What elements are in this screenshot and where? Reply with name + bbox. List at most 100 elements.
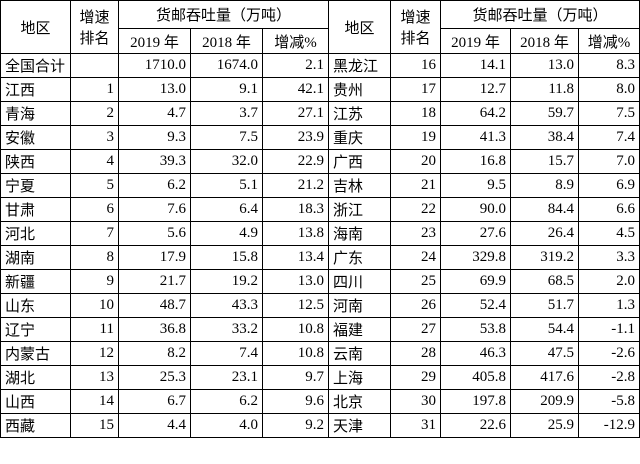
header-row: 地区 增速 排名 货邮吞吐量（万吨） 地区 增速 排名 货邮吞吐量（万吨） [0,0,640,54]
value: 54.4 [510,317,580,342]
header-year: 2019 年 [118,28,191,54]
value: 21.2 [261,173,330,198]
data-row: 全国合计 1710.0 1674.0 2.1 黑龙江 16 14.1 13.0 8.3 [0,53,640,78]
header-region: 地区 [328,0,392,54]
value: 27.1 [261,101,330,126]
header-rank-line: 增速 [400,10,431,26]
region: 广东 [328,245,392,270]
region: 江西 [0,77,71,102]
region: 海南 [328,221,392,246]
header-rank-line: 排名 [400,31,431,47]
data-row: 河北 7 5.6 4.9 13.8 海南 23 27.6 26.4 4.5 [0,221,640,246]
value: 6.9 [578,173,640,198]
value: 29 [390,365,442,390]
value: 19 [390,125,442,150]
value: 23.9 [261,125,330,150]
data-row: 陕西 4 39.3 32.0 22.9 广西 20 16.8 15.7 7.0 [0,149,640,174]
data-row: 江西 1 13.0 9.1 42.1 贵州 17 12.7 11.8 8.0 [0,77,640,102]
value: 68.5 [510,269,580,294]
value: 7.4 [190,341,263,366]
region: 四川 [328,269,392,294]
value: 12.5 [261,293,330,318]
region: 河北 [0,221,71,246]
value: 13 [70,365,119,390]
value: 13.4 [261,245,330,270]
value: 6.2 [118,173,191,198]
value: 4.5 [578,221,640,246]
value: 32.0 [190,149,263,174]
value: 9 [70,269,119,294]
value: 329.8 [440,245,512,270]
value: 12 [70,341,119,366]
data-row: 新疆 9 21.7 19.2 13.0 四川 25 69.9 68.5 2.0 [0,269,640,294]
value: 209.9 [510,389,580,414]
value: 31 [390,413,442,438]
value: 2.0 [578,269,640,294]
value: 8.3 [578,53,640,78]
value: 69.9 [440,269,512,294]
value: 5 [70,173,119,198]
value: -12.9 [578,413,640,438]
value: 5.1 [190,173,263,198]
value: 6.4 [190,197,263,222]
value: 17 [390,77,442,102]
value: 9.7 [261,365,330,390]
value: 2 [70,101,119,126]
value: 14.1 [440,53,512,78]
header-region: 地区 [0,0,71,54]
value: 10.8 [261,341,330,366]
value: 405.8 [440,365,512,390]
value: 33.2 [190,317,263,342]
data-row: 山西 14 6.7 6.2 9.6 北京 30 197.8 209.9 -5.8 [0,389,640,414]
region: 辽宁 [0,317,71,342]
header-cargo: 货邮吞吐量（万吨） [440,0,640,29]
value: 15.7 [510,149,580,174]
region: 广西 [328,149,392,174]
region: 北京 [328,389,392,414]
header-rank: 增速 排名 [390,0,442,54]
region: 安徽 [0,125,71,150]
value: 8.0 [578,77,640,102]
region: 全国合计 [0,53,71,78]
header-year: 增减% [261,28,330,54]
value: 417.6 [510,365,580,390]
region: 西藏 [0,413,71,438]
value: 13.0 [510,53,580,78]
header-rank-line: 排名 [79,31,110,47]
value: 13.8 [261,221,330,246]
value: 52.4 [440,293,512,318]
value: 47.5 [510,341,580,366]
value: 38.4 [510,125,580,150]
value: 22.6 [440,413,512,438]
region: 新疆 [0,269,71,294]
region: 河南 [328,293,392,318]
data-row: 内蒙古 12 8.2 7.4 10.8 云南 28 46.3 47.5 -2.6 [0,341,640,366]
region: 贵州 [328,77,392,102]
value: 11 [70,317,119,342]
data-row: 西藏 15 4.4 4.0 9.2 天津 31 22.6 25.9 -12.9 [0,413,640,438]
region: 云南 [328,341,392,366]
region: 山西 [0,389,71,414]
value: 7.5 [190,125,263,150]
value: 8 [70,245,119,270]
value: 14 [70,389,119,414]
value: 53.8 [440,317,512,342]
value: 319.2 [510,245,580,270]
value: 4.0 [190,413,263,438]
cargo-table: 地区 增速 排名 货邮吞吐量（万吨） 地区 增速 排名 货邮吞吐量（万吨） 2019 年 2018… [0,0,640,438]
value: 51.7 [510,293,580,318]
value: 30 [390,389,442,414]
value: 5.6 [118,221,191,246]
value: 43.3 [190,293,263,318]
value: 6.7 [118,389,191,414]
value: 6 [70,197,119,222]
value: 1710.0 [118,53,191,78]
header-rank-line: 增速 [79,10,110,26]
value: 1.3 [578,293,640,318]
value: 19.2 [190,269,263,294]
region: 吉林 [328,173,392,198]
value: 4 [70,149,119,174]
region: 黑龙江 [328,53,392,78]
value: 20 [390,149,442,174]
value: 15.8 [190,245,263,270]
